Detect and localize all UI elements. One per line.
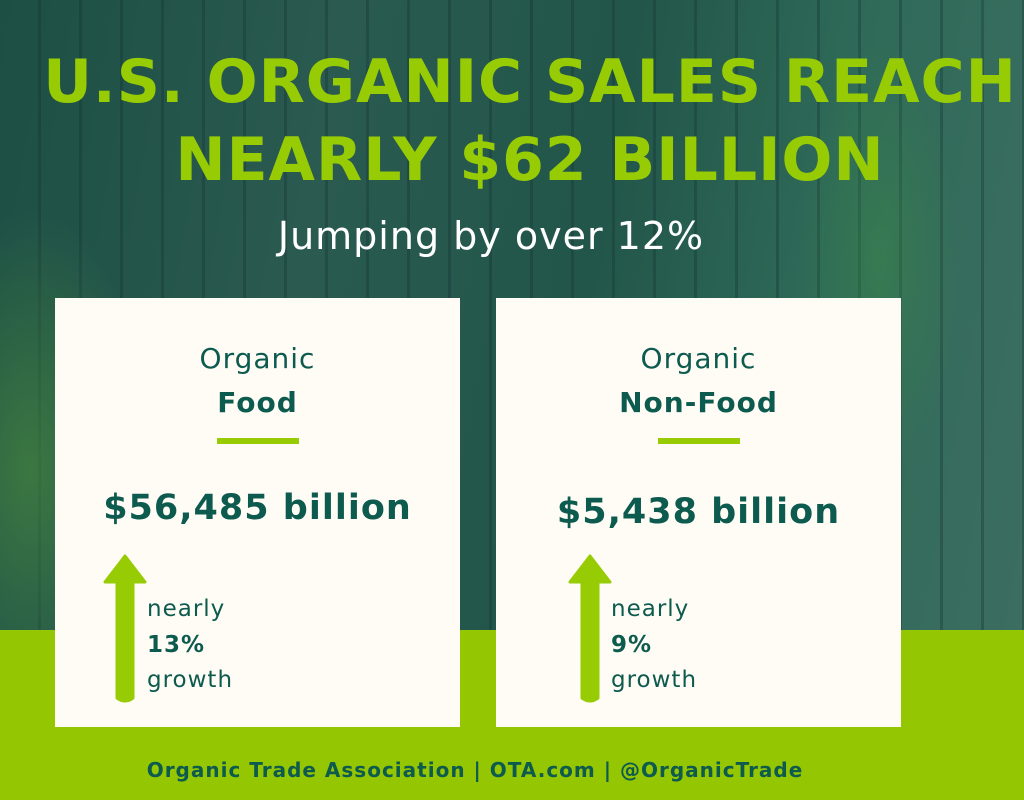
headline-line-1: U.S. ORGANIC SALES REACH [43, 47, 1017, 117]
growth-value: 13% [147, 632, 206, 658]
sales-amount: $56,485 billion [103, 488, 412, 528]
growth-value: 9% [611, 632, 653, 658]
divider [217, 438, 299, 444]
arrow-up-icon [568, 554, 612, 703]
divider [658, 438, 740, 444]
growth-suffix: growth [611, 667, 698, 693]
headline-line-2: NEARLY $62 BILLION [175, 125, 885, 195]
card-label-top: Organic [199, 342, 316, 375]
growth-prefix: nearly [611, 596, 690, 622]
card-label-main: Non-Food [619, 386, 778, 419]
subtitle: Jumping by over 12% [277, 214, 705, 258]
growth-prefix: nearly [147, 596, 226, 622]
card-label-top: Organic [640, 342, 757, 375]
growth-suffix: growth [147, 667, 234, 693]
footer-credits: Organic Trade Association | OTA.com | @O… [146, 758, 804, 782]
arrow-up-icon [103, 554, 147, 703]
sales-amount: $5,438 billion [556, 492, 841, 532]
card-organic-non-food: Organic Non-Food $5,438 billion nearly 9… [496, 298, 901, 727]
card-organic-food: Organic Food $56,485 billion nearly 13% … [55, 298, 460, 727]
card-label-main: Food [217, 386, 298, 419]
